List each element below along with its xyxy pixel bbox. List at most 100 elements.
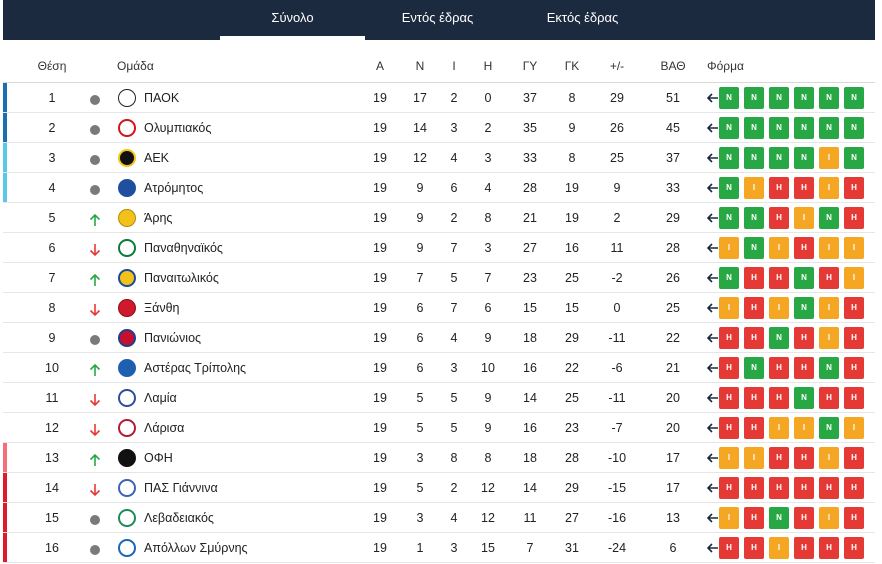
form-win-badge: Ν: [719, 177, 739, 199]
lost-value: 9: [484, 331, 492, 345]
form-draw-badge: Ι: [719, 237, 739, 259]
won-value: 12: [413, 151, 427, 165]
table-row[interactable]: 15 Λεβαδειακός 19 3 4 12 11 27 -16 13 Ι Η Ν Η Ι Η: [0, 503, 882, 533]
form-win-badge: Ν: [744, 357, 764, 379]
goal-diff-value: -7: [611, 421, 623, 435]
points-value: 51: [666, 91, 680, 105]
goals-against-value: 29: [565, 331, 579, 345]
zone-indicator: [3, 533, 7, 563]
zone-indicator: [3, 143, 7, 173]
team-name[interactable]: Άρης: [144, 211, 173, 225]
form-loss-badge: Η: [819, 267, 839, 289]
table-row[interactable]: 14 ΠΑΣ Γιάννινα 19 5 2 12 14 29 -15 17 Η Η Η Η Η Η: [0, 473, 882, 503]
points-value: 21: [666, 361, 680, 375]
team-name[interactable]: Απόλλων Σμύρνης: [144, 541, 248, 555]
row-divider: [3, 292, 875, 293]
team-name[interactable]: Ξάνθη: [144, 301, 180, 315]
row-divider: [3, 322, 875, 323]
form-draw-badge: Ι: [744, 447, 764, 469]
team-name[interactable]: Λάρισα: [144, 421, 185, 435]
team-name[interactable]: Πανιώνιος: [144, 331, 202, 345]
table-row[interactable]: 5 Άρης 19 9 2 8 21 19 2 29 Ν Ν Η Ι Ν Η: [0, 203, 882, 233]
goal-diff-value: 11: [610, 241, 624, 255]
team-name[interactable]: Λαμία: [144, 391, 177, 405]
team-name[interactable]: ΑΕΚ: [144, 151, 170, 165]
form-loss-badge: Η: [719, 537, 739, 559]
table-row[interactable]: 10 Αστέρας Τρίπολης 19 6 3 10 16 22 -6 21 Η Ν Η Η Ν Η: [0, 353, 882, 383]
row-divider: [3, 142, 875, 143]
form-draw-badge: Ι: [844, 417, 864, 439]
form-win-badge: Ν: [719, 207, 739, 229]
form-loss-badge: Η: [844, 477, 864, 499]
aek-crest-icon: [118, 149, 136, 167]
played-value: 19: [373, 91, 387, 105]
xanthi-crest-icon: [118, 299, 136, 317]
tab-overall[interactable]: Σύνολο: [220, 0, 365, 40]
goals-against-value: 31: [565, 541, 579, 555]
form-loss-badge: Η: [844, 327, 864, 349]
form-loss-badge: Η: [744, 507, 764, 529]
table-row[interactable]: 8 Ξάνθη 19 6 7 6 15 15 0 25 Ι Η Ι Ν Ι Η: [0, 293, 882, 323]
trend-up-icon: [88, 273, 102, 287]
lost-value: 8: [484, 451, 492, 465]
form-loss-badge: Η: [844, 387, 864, 409]
team-name[interactable]: ΠΑΟΚ: [144, 91, 180, 105]
position-value: 9: [48, 331, 56, 345]
team-name[interactable]: Παναθηναϊκός: [144, 241, 223, 255]
tab-home[interactable]: Εντός έδρας: [401, 10, 474, 25]
table-row[interactable]: 9 Πανιώνιος 19 6 4 9 18 29 -11 22 Η Η Ν Η Ι Η: [0, 323, 882, 353]
points-value: 26: [666, 271, 680, 285]
table-row[interactable]: 4 Ατρόμητος 19 9 6 4 28 19 9 33 Ν Ι Η Η Ι Η: [0, 173, 882, 203]
zone-indicator: [3, 443, 7, 473]
arrow-left-icon: [706, 362, 719, 374]
goals-against-value: 19: [565, 181, 579, 195]
table-row[interactable]: 11 Λαμία 19 5 5 9 14 25 -11 20 Η Η Η Ν Η Η: [0, 383, 882, 413]
position-value: 16: [45, 541, 59, 555]
zone-indicator: [3, 113, 7, 143]
team-name[interactable]: Παναιτωλικός: [144, 271, 219, 285]
team-name[interactable]: Ατρόμητος: [144, 181, 204, 195]
table-row[interactable]: 16 Απόλλων Σμύρνης 19 1 3 15 7 31 -24 6 Η Η Ι Η Η Η: [0, 533, 882, 563]
team-name[interactable]: Αστέρας Τρίπολης: [144, 361, 247, 375]
form-loss-badge: Η: [719, 477, 739, 499]
table-row[interactable]: 1 ΠΑΟΚ 19 17 2 0 37 8 29 51 Ν Ν Ν Ν Ν Ν: [0, 83, 882, 113]
form-win-badge: Ν: [819, 87, 839, 109]
team-name[interactable]: Ολυμπιακός: [144, 121, 212, 135]
played-value: 19: [373, 421, 387, 435]
drawn-value: 2: [450, 211, 458, 225]
goals-for-value: 16: [523, 421, 537, 435]
arrow-left-icon: [706, 122, 719, 134]
drawn-value: 7: [450, 241, 458, 255]
goal-diff-value: 26: [610, 121, 624, 135]
table-row[interactable]: 2 Ολυμπιακός 19 14 3 2 35 9 26 45 Ν Ν Ν Ν Ν Ν: [0, 113, 882, 143]
table-row[interactable]: 7 Παναιτωλικός 19 7 5 7 23 25 -2 26 Ν Η Η Ν Η Ι: [0, 263, 882, 293]
trend-up-icon: [88, 453, 102, 467]
played-value: 19: [373, 331, 387, 345]
won-value: 3: [416, 451, 424, 465]
played-value: 19: [373, 271, 387, 285]
form-draw-badge: Ι: [819, 507, 839, 529]
table-row[interactable]: 13 ΟΦΗ 19 3 8 8 18 28 -10 17 Ι Ι Η Η Ι Η: [0, 443, 882, 473]
form-draw-badge: Ι: [794, 207, 814, 229]
table-row[interactable]: 12 Λάρισα 19 5 5 9 16 23 -7 20 Η Η Ι Ι Ν Ι: [0, 413, 882, 443]
form-loss-badge: Η: [744, 537, 764, 559]
form-loss-badge: Η: [844, 207, 864, 229]
table-row[interactable]: 3 ΑΕΚ 19 12 4 3 33 8 25 37 Ν Ν Ν Ν Ι Ν: [0, 143, 882, 173]
arrow-left-icon: [706, 482, 719, 494]
col-gd: +/-: [609, 59, 625, 73]
table-row[interactable]: 6 Παναθηναϊκός 19 9 7 3 27 16 11 28 Ι Ν Ι Η Ι Ι: [0, 233, 882, 263]
form-win-badge: Ν: [719, 87, 739, 109]
form-draw-badge: Ι: [819, 297, 839, 319]
team-name[interactable]: ΟΦΗ: [144, 451, 173, 465]
team-name[interactable]: ΠΑΣ Γιάννινα: [144, 481, 218, 495]
lost-value: 9: [484, 391, 492, 405]
form-win-badge: Ν: [744, 207, 764, 229]
position-value: 10: [45, 361, 59, 375]
form-draw-badge: Ι: [719, 447, 739, 469]
tab-away[interactable]: Εκτός έδρας: [546, 10, 619, 25]
lost-value: 9: [484, 421, 492, 435]
trend-same-icon: [88, 153, 102, 167]
tab-bar: Σύνολο Εντός έδρας Εκτός έδρας: [3, 0, 875, 40]
team-name[interactable]: Λεβαδειακός: [144, 511, 214, 525]
arrow-left-icon: [706, 332, 719, 344]
